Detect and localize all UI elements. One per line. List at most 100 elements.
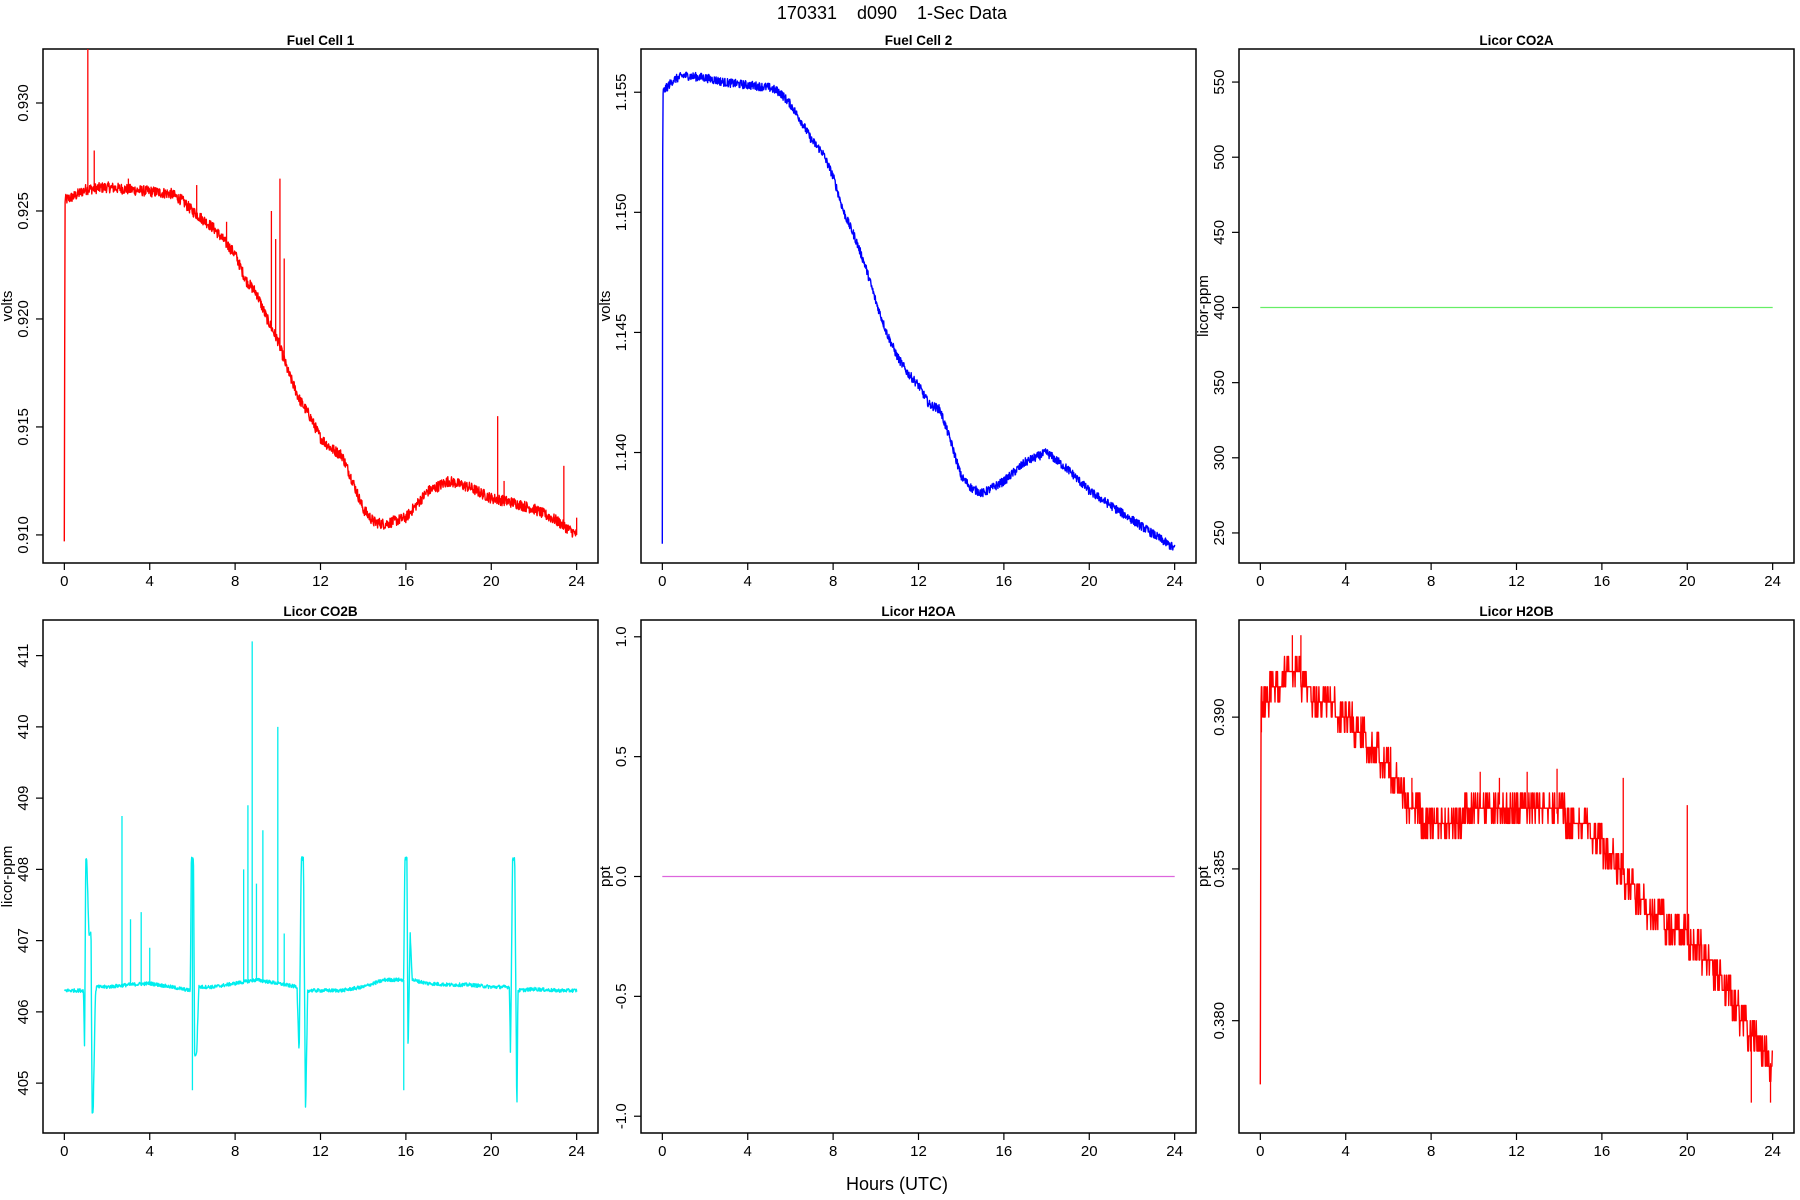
plot-frame xyxy=(1238,619,1795,1134)
x-tick-label: 20 xyxy=(1081,573,1098,590)
x-tick-label: 8 xyxy=(829,1143,837,1160)
x-tick-label: 16 xyxy=(398,1143,415,1160)
y-tick-label: 400 xyxy=(1211,295,1228,320)
plot-frame xyxy=(1238,48,1795,564)
panel-title: Fuel Cell 2 xyxy=(885,33,953,48)
x-tick-label: 16 xyxy=(996,1143,1013,1160)
x-tick-label: 8 xyxy=(829,573,837,590)
plot-frame xyxy=(640,48,1197,564)
y-tick-label: 0.915 xyxy=(15,408,32,446)
y-tick-label: 350 xyxy=(1211,370,1228,395)
x-tick-label: 8 xyxy=(1427,573,1435,590)
x-tick-label: 8 xyxy=(1427,1143,1435,1160)
x-tick-label: 24 xyxy=(1764,573,1781,590)
figure-x-axis-label: Hours (UTC) xyxy=(846,1174,948,1194)
panel-title: Fuel Cell 1 xyxy=(287,33,355,48)
y-tick-label: 1.150 xyxy=(613,194,630,232)
x-tick-label: 12 xyxy=(1508,573,1525,590)
y-tick-label: 0.5 xyxy=(613,746,630,767)
y-tick-label: 0.0 xyxy=(613,866,630,887)
y-tick-label: 1.0 xyxy=(613,626,630,647)
y-tick-label: 250 xyxy=(1211,520,1228,545)
y-tick-label: 1.145 xyxy=(613,314,630,352)
x-tick-label: 12 xyxy=(312,1143,329,1160)
y-tick-label: 0.930 xyxy=(15,84,32,122)
chart-panel: Fuel Cell 2 volts 0 4 8 12 16 20 24 1.140 1.145 1.1… xyxy=(597,33,1197,590)
x-tick-label: 8 xyxy=(231,573,239,590)
x-tick-label: 0 xyxy=(60,573,68,590)
y-axis-label: volts xyxy=(597,291,614,322)
x-tick-label: 24 xyxy=(1166,1143,1183,1160)
y-tick-label: 0.910 xyxy=(15,516,32,554)
y-tick-label: -0.5 xyxy=(613,983,630,1009)
y-tick-label: 0.920 xyxy=(15,300,32,338)
y-tick-label: 409 xyxy=(15,786,32,811)
panel-title: Licor H2OB xyxy=(1479,604,1554,619)
chart-panel: Licor H2OB ppt 0 4 8 12 16 20 24 0.380 0.385 0.390 xyxy=(1195,604,1795,1160)
x-tick-label: 16 xyxy=(398,573,415,590)
x-tick-label: 16 xyxy=(996,573,1013,590)
x-tick-label: 4 xyxy=(744,573,752,590)
y-tick-label: 500 xyxy=(1211,145,1228,170)
y-axis-label: ppt xyxy=(597,865,614,887)
x-tick-label: 0 xyxy=(60,1143,68,1160)
chart-panel: Fuel Cell 1 volts 0 4 8 12 16 20 24 0.910 0.915 0.9… xyxy=(0,33,599,590)
x-tick-label: 20 xyxy=(1081,1143,1098,1160)
y-tick-label: 1.140 xyxy=(613,434,630,472)
series-line xyxy=(63,856,578,1114)
x-tick-label: 12 xyxy=(1508,1143,1525,1160)
x-tick-label: 12 xyxy=(312,573,329,590)
x-tick-label: 24 xyxy=(568,573,585,590)
x-tick-label: 16 xyxy=(1594,573,1611,590)
chart-panel: Licor H2OA ppt 0 4 8 12 16 20 24 -1.0 -0.5 0.0 0.5 1.… xyxy=(597,604,1197,1160)
figure-title: 170331 d090 1-Sec Data xyxy=(777,3,1008,23)
y-tick-label: 405 xyxy=(15,1071,32,1096)
x-tick-label: 4 xyxy=(1342,1143,1350,1160)
x-tick-label: 16 xyxy=(1594,1143,1611,1160)
y-tick-label: 0.385 xyxy=(1211,850,1228,888)
x-tick-label: 0 xyxy=(658,573,666,590)
y-axis-label: volts xyxy=(0,291,16,322)
x-tick-label: 24 xyxy=(568,1143,585,1160)
y-axis-label: ppt xyxy=(1195,865,1212,887)
series-line xyxy=(1259,655,1773,1085)
panel-title: Licor H2OA xyxy=(881,604,956,619)
chart-panel: Licor CO2B licor-ppm 0 4 8 12 16 20 24 405 406 407 4… xyxy=(0,604,599,1160)
panel-title: Licor CO2B xyxy=(283,604,358,619)
y-tick-label: 406 xyxy=(15,999,32,1024)
x-tick-label: 4 xyxy=(146,1143,154,1160)
x-tick-label: 20 xyxy=(483,1143,500,1160)
y-axis-label: licor-ppm xyxy=(0,846,16,908)
y-tick-label: 410 xyxy=(15,714,32,739)
x-tick-label: 8 xyxy=(231,1143,239,1160)
y-axis-label: licor-ppm xyxy=(1195,275,1212,337)
x-tick-label: 20 xyxy=(483,573,500,590)
y-tick-label: 550 xyxy=(1211,70,1228,95)
y-tick-label: 0.380 xyxy=(1211,1002,1228,1040)
x-tick-label: 0 xyxy=(1256,573,1264,590)
series-line xyxy=(63,181,578,542)
y-tick-label: 450 xyxy=(1211,220,1228,245)
x-tick-label: 0 xyxy=(658,1143,666,1160)
x-tick-label: 24 xyxy=(1764,1143,1781,1160)
x-tick-label: 12 xyxy=(910,1143,927,1160)
x-tick-label: 0 xyxy=(1256,1143,1264,1160)
x-tick-label: 20 xyxy=(1679,573,1696,590)
y-tick-label: 407 xyxy=(15,928,32,953)
x-tick-label: 24 xyxy=(1166,573,1183,590)
y-tick-label: 408 xyxy=(15,857,32,882)
x-tick-label: 4 xyxy=(744,1143,752,1160)
x-tick-label: 20 xyxy=(1679,1143,1696,1160)
x-tick-label: 12 xyxy=(910,573,927,590)
y-tick-label: 300 xyxy=(1211,445,1228,470)
y-tick-label: 0.925 xyxy=(15,192,32,230)
y-tick-label: -1.0 xyxy=(613,1103,630,1129)
y-tick-label: 411 xyxy=(15,644,32,668)
y-tick-label: 0.390 xyxy=(1211,698,1228,736)
chart-panel: Licor CO2A licor-ppm 0 4 8 12 16 20 24 250 300 350 4… xyxy=(1195,33,1795,590)
y-tick-label: 1.155 xyxy=(613,73,630,111)
x-tick-label: 4 xyxy=(146,573,154,590)
plot-frame xyxy=(42,48,599,564)
x-tick-label: 4 xyxy=(1342,573,1350,590)
